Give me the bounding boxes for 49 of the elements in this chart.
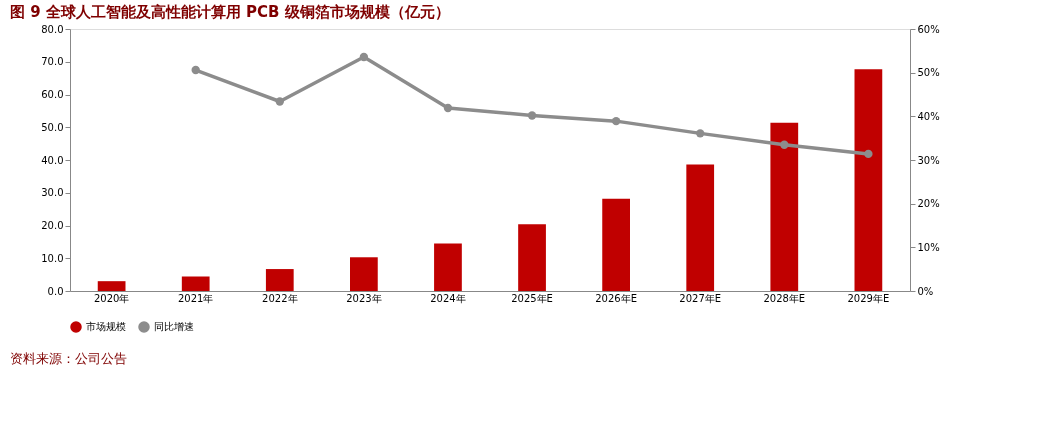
bar (686, 164, 715, 291)
point (527, 111, 537, 120)
y-tick-label: 70.0 (41, 56, 64, 68)
legend-label: 市场规模 (86, 321, 126, 332)
y2-tick-label: 0% (917, 285, 934, 297)
bar (770, 122, 799, 291)
y-tick-label: 0.0 (47, 285, 64, 297)
y-tick-label: 30.0 (41, 187, 64, 199)
point (864, 149, 873, 159)
x-tick-label: 2020年 (93, 292, 130, 304)
bar (97, 281, 126, 291)
point (275, 97, 284, 106)
point (611, 116, 621, 126)
point (443, 103, 453, 113)
y2-tick-label: 60% (917, 23, 940, 35)
point (359, 52, 369, 62)
x-tick-label: 2025年E (511, 292, 553, 304)
bar (854, 69, 883, 291)
chart-title: 图 9 全球人工智能及高性能计算用 PCB 级铜箔市场规模（亿元） (10, 3, 450, 21)
bar (350, 257, 378, 291)
bar (434, 243, 462, 291)
bar (181, 276, 210, 291)
y-tick-label: 40.0 (41, 154, 64, 166)
y-tick-label: 50.0 (41, 121, 64, 133)
y2-tick-label: 10% (917, 241, 940, 253)
x-tick-label: 2022年 (262, 292, 298, 304)
point (696, 129, 705, 138)
bar (602, 198, 630, 291)
x-tick-label: 2021年 (177, 292, 214, 304)
x-tick-label: 2028年E (763, 292, 806, 304)
y2-tick-label: 20% (917, 198, 940, 210)
point (191, 65, 200, 75)
x-tick-label: 2023年 (346, 292, 382, 304)
y-tick-label: 10.0 (41, 252, 64, 264)
y2-tick-label: 40% (917, 110, 940, 122)
y2-tick-label: 30% (917, 154, 940, 166)
y-tick-label: 80.0 (41, 23, 64, 35)
x-tick-label: 2026年E (595, 292, 638, 304)
x-tick-label: 2027年E (679, 292, 722, 304)
bar (265, 269, 294, 291)
x-tick-label: 2024年 (430, 292, 466, 304)
x-tick-label: 2029年E (847, 292, 890, 304)
y-tick-label: 60.0 (41, 89, 64, 100)
y-tick-label: 20.0 (41, 220, 64, 231)
legend-label: 同比增速 (154, 321, 194, 332)
bar (518, 224, 546, 291)
text: 资料来源：公司公告 (10, 351, 127, 366)
y2-tick-label: 50% (917, 67, 940, 79)
point (780, 140, 789, 149)
